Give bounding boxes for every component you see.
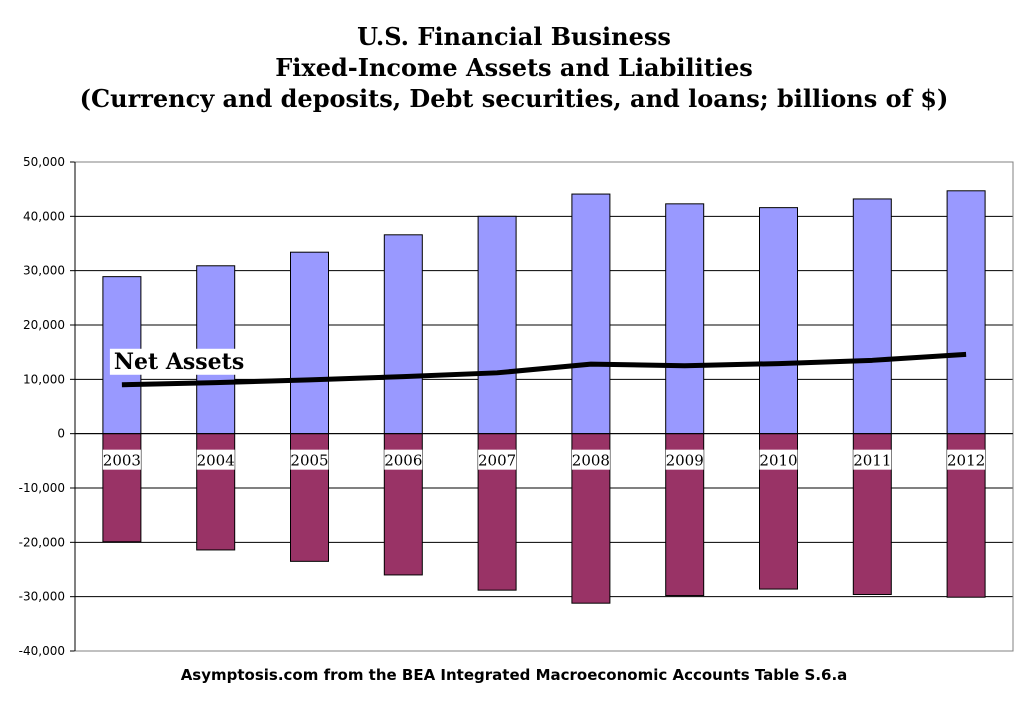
y-tick-label: 0 — [57, 427, 65, 441]
asset-bar — [290, 251, 329, 435]
asset-bar — [383, 234, 423, 435]
category-label-box — [478, 449, 517, 470]
category-label: 2009 — [666, 452, 704, 470]
chart-title-line-1: U.S. Financial Business — [357, 22, 671, 51]
y-tick-label: -20,000 — [19, 535, 65, 549]
category-label-box — [571, 449, 610, 470]
y-tick-label: 10,000 — [23, 372, 65, 386]
category-label-box — [102, 449, 141, 470]
category-label: 2011 — [853, 452, 891, 470]
asset-bar — [759, 207, 798, 435]
category-label: 2004 — [197, 452, 235, 470]
y-tick-label: 40,000 — [23, 209, 65, 223]
net-assets-label: Net Assets — [114, 349, 244, 375]
chart-title-line-3: (Currency and deposits, Debt securities,… — [79, 84, 949, 113]
y-tick-label: -30,000 — [19, 590, 65, 604]
category-label: 2005 — [290, 452, 328, 470]
category-label-box — [759, 449, 798, 470]
asset-bar — [477, 215, 517, 435]
net-assets-line — [121, 351, 967, 388]
asset-bar — [571, 193, 611, 435]
source-note: Asymptosis.com from the BEA Integrated M… — [180, 666, 848, 684]
category-label-box — [947, 449, 986, 470]
asset-bar — [946, 190, 986, 435]
category-label: 2007 — [478, 452, 516, 470]
category-label-box — [384, 449, 423, 470]
category-label: 2008 — [572, 452, 610, 470]
y-tick-label: 20,000 — [23, 318, 65, 332]
category-label: 2012 — [947, 452, 985, 470]
category-label-box — [196, 449, 235, 470]
y-tick-label: 30,000 — [23, 264, 65, 278]
category-label: 2006 — [384, 452, 422, 470]
category-label-box — [290, 449, 329, 470]
y-tick-label: -10,000 — [19, 481, 65, 495]
line-label-box — [109, 348, 248, 375]
chart-title-line-2: Fixed-Income Assets and Liabilities — [275, 53, 753, 82]
category-label-box — [853, 449, 892, 470]
y-tick-label: 50,000 — [23, 155, 65, 169]
asset-bar — [665, 203, 705, 435]
category-label: 2003 — [103, 452, 141, 470]
category-label: 2010 — [759, 452, 797, 470]
asset-bar — [852, 198, 892, 435]
y-tick-label: -40,000 — [19, 644, 65, 658]
category-label-box — [665, 449, 704, 470]
